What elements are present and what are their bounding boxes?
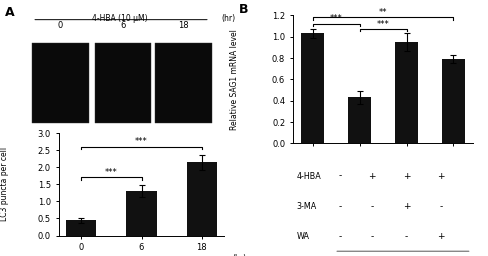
Text: -: -: [370, 232, 374, 241]
Text: -: -: [338, 172, 342, 180]
Bar: [395, 42, 418, 143]
Text: +: +: [437, 232, 445, 241]
Text: A: A: [5, 6, 15, 18]
Text: 0: 0: [58, 21, 63, 30]
Text: -: -: [338, 202, 342, 211]
Text: **: **: [379, 8, 387, 17]
Y-axis label: LC3 puncta per cell: LC3 puncta per cell: [0, 147, 9, 221]
Text: 4-HBA (10 μM): 4-HBA (10 μM): [92, 14, 148, 23]
Bar: [95, 43, 151, 123]
Text: 6: 6: [120, 21, 126, 30]
Text: ***: ***: [105, 168, 118, 177]
Text: +: +: [368, 172, 376, 180]
Text: +: +: [403, 202, 410, 211]
Text: 3-MA: 3-MA: [296, 202, 317, 211]
Bar: [348, 98, 371, 143]
Bar: [442, 59, 465, 143]
Text: WA: WA: [296, 232, 309, 241]
Text: B: B: [239, 3, 248, 16]
Text: -: -: [338, 232, 342, 241]
Text: (hr): (hr): [222, 14, 236, 23]
Text: +: +: [403, 172, 410, 180]
Text: -: -: [370, 202, 374, 211]
Text: (hr): (hr): [233, 254, 247, 256]
Text: -: -: [405, 232, 408, 241]
Bar: [32, 43, 89, 123]
Text: -: -: [439, 202, 443, 211]
Bar: [301, 34, 325, 143]
Bar: [126, 191, 157, 236]
Text: +: +: [437, 172, 445, 180]
Bar: [66, 220, 96, 236]
Text: ***: ***: [135, 137, 148, 146]
Bar: [187, 162, 217, 236]
Y-axis label: Relative SAG1 mRNA level: Relative SAG1 mRNA level: [230, 29, 239, 130]
Text: ***: ***: [377, 20, 389, 29]
Bar: [155, 43, 212, 123]
Text: 4-HBA: 4-HBA: [296, 172, 321, 180]
Text: ***: ***: [330, 14, 343, 23]
Text: 18: 18: [178, 21, 189, 30]
